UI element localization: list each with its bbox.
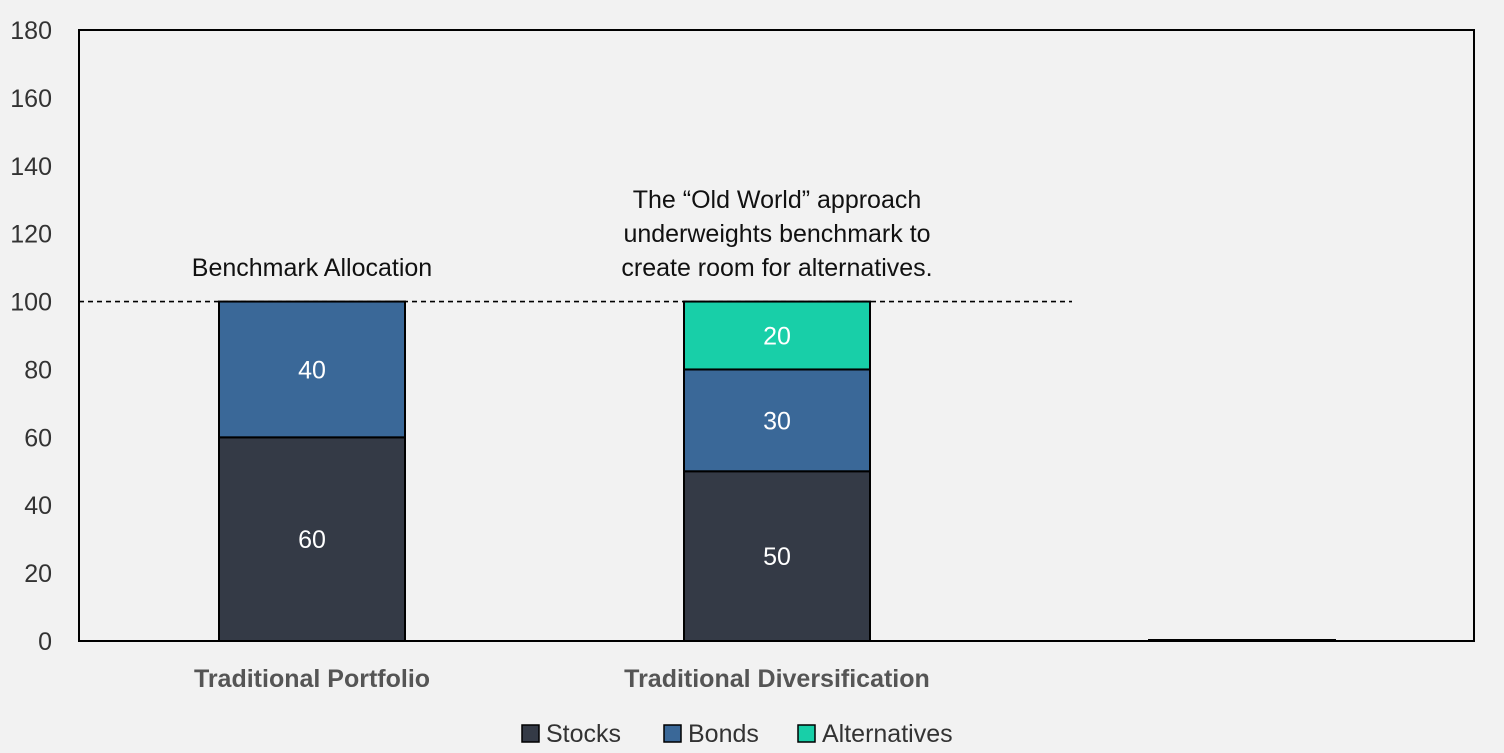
legend-label: Bonds bbox=[688, 720, 759, 748]
annotation-text: Benchmark Allocation bbox=[192, 254, 432, 282]
data-label: 30 bbox=[763, 407, 791, 435]
legend-swatch-alternatives bbox=[797, 724, 816, 743]
data-label: 20 bbox=[763, 323, 791, 351]
annotation-text: The “Old World” approach bbox=[633, 186, 922, 214]
y-tick-label: 180 bbox=[10, 17, 52, 45]
bar-segment-stocks bbox=[218, 436, 406, 643]
bar-segment-stocks bbox=[683, 470, 871, 642]
data-label: 50 bbox=[763, 543, 791, 571]
annotation-text: underweights benchmark to bbox=[623, 220, 930, 248]
bar-segment-bonds bbox=[218, 300, 406, 439]
annotation-text: create room for alternatives. bbox=[621, 254, 932, 282]
legend-label: Stocks bbox=[546, 720, 621, 748]
y-tick-label: 160 bbox=[10, 85, 52, 113]
data-label: 40 bbox=[298, 356, 326, 384]
data-label: 60 bbox=[298, 526, 326, 554]
x-category-label: Traditional Diversification bbox=[624, 665, 930, 693]
y-tick-label: 140 bbox=[10, 153, 52, 181]
legend-label: Alternatives bbox=[822, 720, 953, 748]
y-tick-label: 40 bbox=[24, 492, 52, 520]
legend-swatch-stocks bbox=[521, 724, 540, 743]
y-tick-label: 0 bbox=[38, 628, 52, 656]
y-tick-label: 80 bbox=[24, 356, 52, 384]
bar-segment-bonds bbox=[683, 368, 871, 473]
y-tick-label: 120 bbox=[10, 221, 52, 249]
y-tick-label: 20 bbox=[24, 560, 52, 588]
y-tick-label: 60 bbox=[24, 424, 52, 452]
y-tick-label: 100 bbox=[10, 289, 52, 317]
x-category-label: Traditional Portfolio bbox=[194, 665, 430, 693]
legend-swatch-bonds bbox=[663, 724, 682, 743]
bar-segment-alternatives bbox=[683, 300, 871, 371]
